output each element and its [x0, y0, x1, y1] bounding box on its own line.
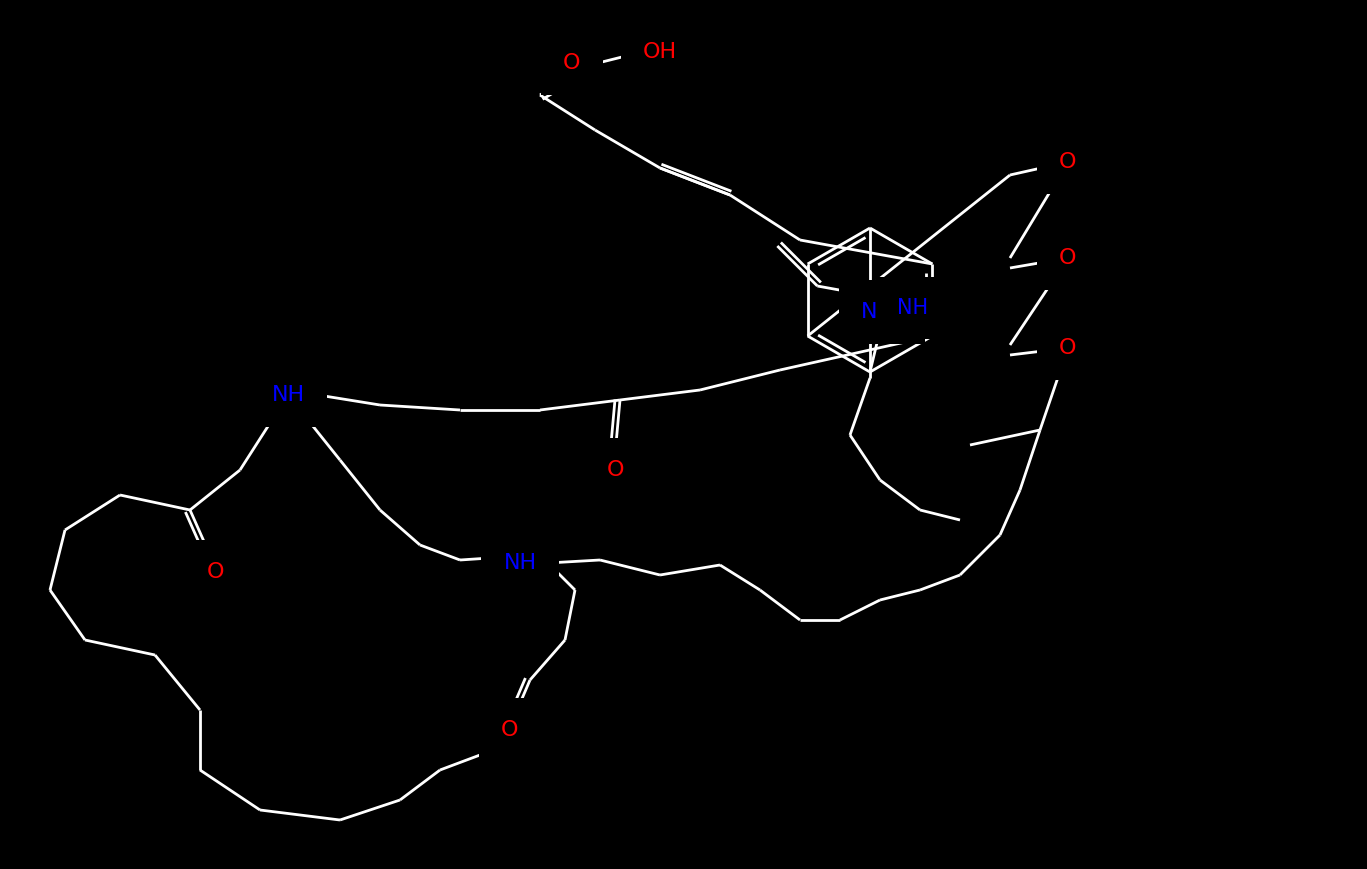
Text: O: O — [206, 562, 224, 582]
Text: NH: NH — [503, 553, 537, 573]
Text: O: O — [502, 720, 518, 740]
Text: NH: NH — [897, 298, 928, 318]
Text: O: O — [606, 460, 623, 480]
Text: O: O — [1059, 152, 1077, 172]
Text: O: O — [563, 53, 581, 73]
Text: O: O — [1059, 248, 1077, 268]
Text: OH: OH — [642, 42, 677, 62]
Text: NH₂: NH₂ — [861, 302, 904, 322]
Text: NH: NH — [272, 385, 305, 405]
Text: O: O — [1059, 338, 1077, 358]
